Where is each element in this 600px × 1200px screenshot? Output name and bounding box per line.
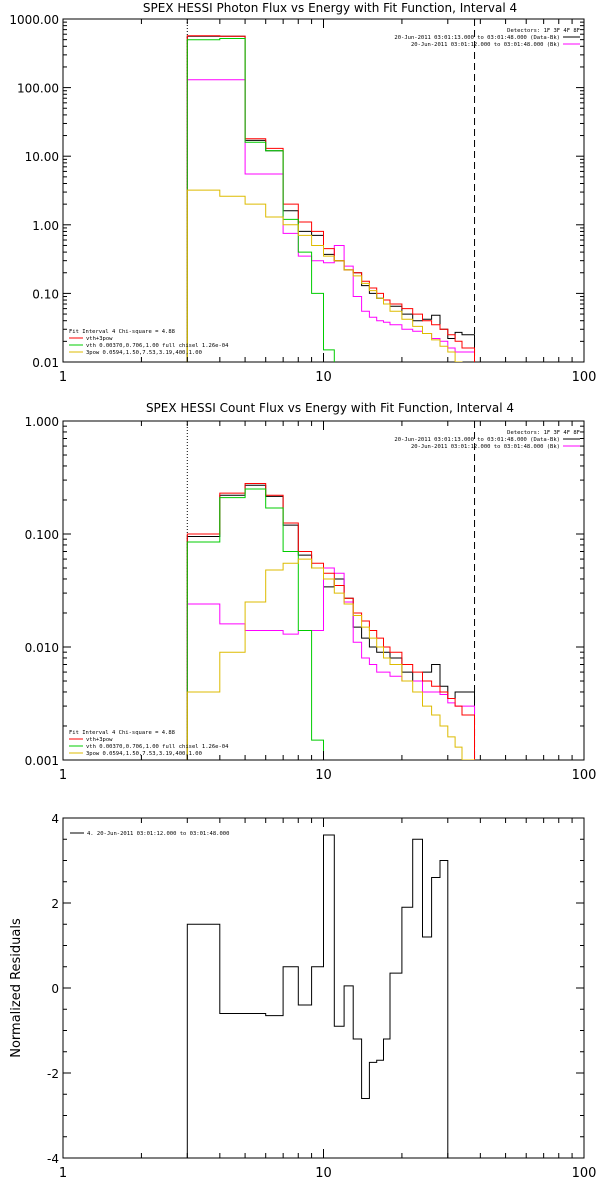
- y-tick-label: 0.100: [25, 528, 59, 542]
- legend-bk-label: 20-Jun-2011 03:01:12.000 to 03:01:48.000…: [411, 42, 560, 48]
- x-tick-label: 1: [59, 370, 67, 385]
- y-tick-label: 0.001: [25, 754, 59, 768]
- series-line-2-vth-3pow: [186, 483, 475, 760]
- residual-marks: [186, 834, 449, 1158]
- x-tick-label: 1: [59, 768, 67, 783]
- y-tick-label: -2: [47, 1067, 59, 1081]
- legend-fit-header: Fit Interval 4 Chi-square = 4.88: [69, 329, 175, 335]
- y-tick-label: 4: [51, 812, 59, 826]
- x-axis-ticks: 1 10 100: [59, 421, 597, 783]
- y-tick-label: 0.01: [32, 356, 59, 370]
- y-tick-label: 10.00: [25, 150, 59, 164]
- photon-flux-panel: SPEX HESSI Photon Flux vs Energy with Fi…: [9, 1, 597, 385]
- y-tick-label: 2: [51, 897, 59, 911]
- legend-detectors: Detectors: 1F 3F 4F 8F: [507, 28, 580, 34]
- legend-top-right: Detectors: 1F 3F 4F 8F 20-Jun-2011 03:01…: [394, 430, 580, 450]
- series-line-0-20-jun-2011-03-01-13-000-to-03-01-48-000: [186, 35, 475, 362]
- series-group: [186, 834, 449, 1158]
- panel-title: SPEX HESSI Count Flux vs Energy with Fit…: [146, 401, 514, 415]
- legend-model-label: vth+3pow: [86, 737, 113, 743]
- panel-title: SPEX HESSI Photon Flux vs Energy with Fi…: [143, 1, 517, 15]
- legend-model-label: vth+3pow: [86, 336, 113, 342]
- series-group: [186, 35, 475, 362]
- y-tick-label: 1.000: [25, 415, 59, 429]
- y-tick-label: 0: [51, 982, 59, 996]
- x-tick-label: 100: [572, 370, 597, 385]
- series-line-1-20-jun-2011-03-01-12-000-to-03-01-48-000: [186, 567, 475, 760]
- series-line-0-20-jun-2011-03-01-13-000-to-03-01-48-000: [186, 484, 475, 760]
- x-axis-ticks: 1 10 100: [59, 818, 597, 1181]
- series-line-4-3pow-0-0594-1-50-7-53-3-19-400-1-00: [186, 558, 475, 760]
- legend-bottom-left: Fit Interval 4 Chi-square = 4.88 vth+3po…: [69, 730, 229, 757]
- y-tick-label: 1.00: [32, 219, 59, 233]
- legend-vth-label: vth 0.00370,0.706,1.00 full chisel 1.26e…: [86, 343, 229, 349]
- x-axis-ticks: 1 10 100: [59, 19, 597, 385]
- y-tick-label: -4: [47, 1152, 59, 1166]
- series-line-3-vth-0-00370-0-706-1-00-full-chisel-1-26e: [186, 38, 335, 362]
- y-axis-ticks: -4 -2 0 2 4: [47, 812, 584, 1166]
- legend-residual-label: 4. 20-Jun-2011 03:01:12.000 to 03:01:48.…: [87, 831, 229, 837]
- residuals-panel: -4 -2 0 2 4 1 10 100 Normalized Residuals 4. 2…: [9, 812, 596, 1181]
- series-line-4-3pow-0-0594-1-50-7-53-3-19-400-1-00: [186, 189, 463, 362]
- photon-flux-marks: [186, 19, 476, 362]
- y-tick-label: 1000.00: [9, 13, 59, 27]
- y-axis-ticks: 0.001 0.010 0.100 1.000: [25, 415, 584, 768]
- legend-top-left: 4. 20-Jun-2011 03:01:12.000 to 03:01:48.…: [70, 831, 229, 837]
- y-tick-label: 100.00: [17, 82, 59, 96]
- series-line-0-4-20-jun-2011-03-01-12-000-to-03-01-48-0: [186, 834, 449, 1158]
- legend-3pow-label: 3pow 0.0594,1.50,7.53,3.19,400,1.00: [86, 350, 202, 356]
- x-tick-label: 10: [315, 370, 332, 385]
- legend-fit-header: Fit Interval 4 Chi-square = 4.88: [69, 730, 175, 736]
- x-tick-label: 10: [315, 1166, 332, 1181]
- legend-3pow-label: 3pow 0.0594,1.50,7.53,3.19,400,1.00: [86, 751, 202, 757]
- count-flux-marks: [186, 421, 476, 760]
- count-flux-panel: SPEX HESSI Count Flux vs Energy with Fit…: [25, 401, 597, 783]
- legend-vth-label: vth 0.00370,0.706,1.00 full chisel 1.26e…: [86, 744, 229, 750]
- y-tick-label: 0.10: [32, 287, 59, 301]
- legend-data-label: 20-Jun-2011 03:01:13.000 to 03:01:48.000…: [394, 437, 560, 443]
- legend-data-label: 20-Jun-2011 03:01:13.000 to 03:01:48.000…: [394, 35, 560, 41]
- y-axis-label: Normalized Residuals: [9, 918, 24, 1058]
- x-tick-label: 10: [315, 768, 332, 783]
- x-tick-label: 1: [59, 1166, 67, 1181]
- legend-bk-label: 20-Jun-2011 03:01:12.000 to 03:01:48.000…: [411, 444, 560, 450]
- legend-top-right: Detectors: 1F 3F 4F 8F 20-Jun-2011 03:01…: [394, 28, 580, 48]
- legend-detectors: Detectors: 1F 3F 4F 8F: [507, 430, 580, 436]
- y-tick-label: 0.010: [25, 641, 59, 655]
- legend-bottom-left: Fit Interval 4 Chi-square = 4.88 vth+3po…: [69, 329, 229, 356]
- x-tick-label: 100: [572, 768, 597, 783]
- x-tick-label: 100: [572, 1166, 597, 1181]
- series-line-3-vth-0-00370-0-706-1-00-full-chisel-1-26e: [186, 488, 324, 760]
- y-axis-ticks: 0.01 0.10 1.00 10.00 100.00 1000.00: [9, 13, 584, 370]
